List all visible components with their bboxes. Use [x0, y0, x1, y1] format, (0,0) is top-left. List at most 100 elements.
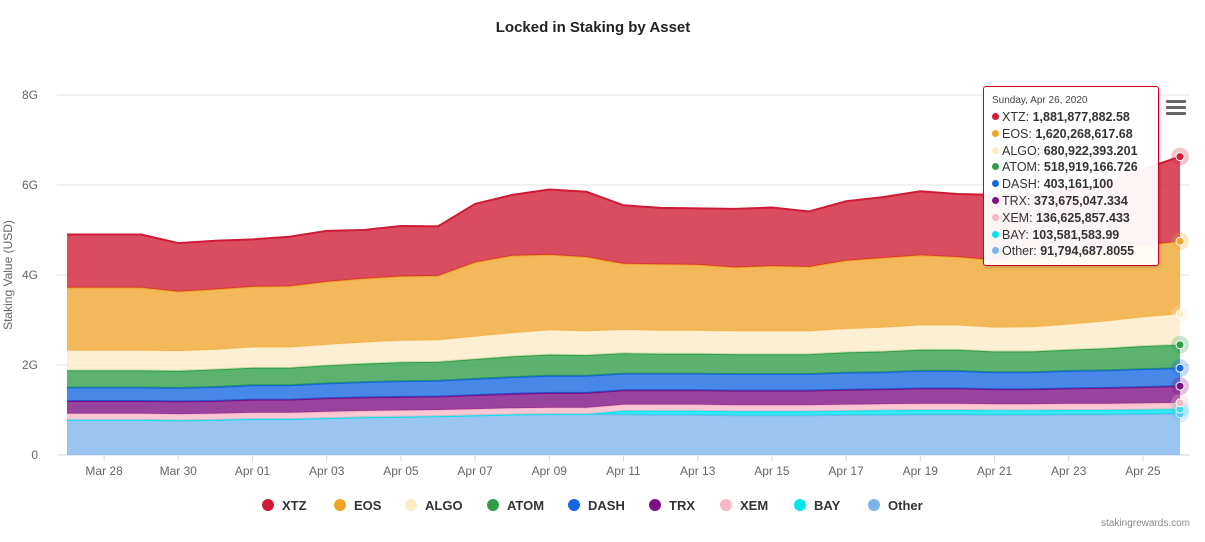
plot-area — [67, 155, 1181, 455]
area-trx — [67, 386, 1180, 415]
marker-algo — [1175, 309, 1185, 319]
x-tick-label: Apr 23 — [1051, 464, 1087, 478]
chart-title: Locked in Staking by Asset — [496, 19, 691, 36]
tooltip-row-xtz: XTZ: 1,881,877,882.58 — [992, 109, 1158, 126]
legend-swatch — [568, 499, 580, 511]
legend-swatch — [405, 499, 417, 511]
legend-swatch — [334, 499, 346, 511]
tooltip-row-xem: XEM: 136,625,857.433 — [992, 210, 1158, 227]
tooltip-series-name: ALGO: — [1002, 143, 1044, 158]
legend-label: XTZ — [282, 498, 307, 513]
legend-item-algo[interactable]: ALGO — [405, 498, 463, 513]
tooltip-series-name: BAY: — [1002, 227, 1033, 242]
area-algo — [67, 314, 1180, 371]
tooltip-dot — [992, 129, 999, 137]
tooltip-value: 103,581,583.99 — [1032, 227, 1120, 242]
legend-label: DASH — [588, 498, 625, 513]
tooltip-series-name: XEM: — [1002, 210, 1037, 225]
tooltip-dot — [992, 247, 999, 255]
x-tick-label: Apr 01 — [235, 464, 271, 478]
y-tick-label: 2G — [22, 358, 38, 372]
tooltip-row-algo: ALGO: 680,922,393.201 — [992, 143, 1158, 160]
area-xtz — [67, 156, 1180, 292]
tooltip-dot — [992, 163, 999, 171]
y-tick-label: 0 — [31, 448, 38, 462]
y-tick-label: 4G — [22, 268, 38, 282]
marker-eos — [1175, 236, 1185, 246]
tooltip-dot — [992, 146, 999, 154]
area-eos — [67, 241, 1180, 352]
area-dash — [67, 368, 1180, 402]
legend-swatch — [262, 499, 274, 511]
legend-item-dash[interactable]: DASH — [568, 498, 625, 513]
area-bay — [67, 409, 1180, 421]
x-tick-label: Apr 11 — [606, 464, 641, 478]
area-xem — [67, 402, 1180, 421]
y-axis: 0 2G 4G 6G 8G — [22, 88, 38, 462]
tooltip-dot — [992, 213, 999, 221]
legend-label: ATOM — [507, 498, 544, 513]
marker-xem — [1175, 398, 1185, 408]
y-axis-label: Staking Value (USD) — [1, 220, 15, 330]
legend-swatch — [720, 499, 732, 511]
legend-item-bay[interactable]: BAY — [794, 498, 841, 513]
marker-atom — [1175, 340, 1185, 350]
tooltip-series-name: XTZ: — [1002, 110, 1033, 124]
tooltip-value: 373,675,047.334 — [1033, 193, 1128, 208]
tooltip-row-bay: BAY: 103,581,583.99 — [992, 227, 1158, 244]
legend-swatch — [868, 499, 880, 511]
y-tick-label: 6G — [22, 178, 38, 192]
x-tick-label: Mar 28 — [85, 464, 123, 478]
tooltip-series-name: DASH: — [1002, 177, 1044, 192]
x-tick-label: Apr 15 — [754, 464, 790, 478]
tooltip-row-other: Other: 91,794,687.8055 — [992, 243, 1158, 260]
legend-swatch — [487, 499, 499, 511]
tooltip-value: 403,161,100 — [1043, 177, 1114, 192]
area-other — [67, 413, 1180, 455]
legend-label: Other — [888, 498, 923, 513]
hamburger-menu-icon[interactable] — [1166, 100, 1186, 116]
x-axis: Mar 28 Mar 30 Apr 01 Apr 03 Apr 05 Apr 07 Apr … — [85, 455, 1161, 478]
legend-item-xem[interactable]: XEM — [720, 498, 768, 513]
x-tick-label: Apr 21 — [977, 464, 1013, 478]
x-tick-label: Apr 19 — [903, 464, 939, 478]
legend[interactable]: XTZ EOS ALGO ATOM DASH TRX XEM BAY Other — [262, 498, 923, 513]
legend-item-atom[interactable]: ATOM — [487, 498, 544, 513]
tooltip-dot — [992, 180, 999, 188]
marker-trx — [1175, 381, 1185, 391]
legend-swatch — [649, 499, 661, 511]
legend-label: ALGO — [425, 498, 463, 513]
legend-label: XEM — [740, 498, 768, 513]
marker-dash — [1175, 363, 1185, 373]
tooltip-dot — [992, 196, 999, 204]
legend-item-eos[interactable]: EOS — [334, 498, 382, 513]
tooltip-value: 91,794,687.8055 — [1040, 244, 1135, 259]
x-tick-label: Apr 17 — [828, 464, 864, 478]
tooltip-row-eos: EOS: 1,620,268,617.68 — [992, 126, 1158, 143]
tooltip-row-trx: TRX: 373,675,047.334 — [992, 193, 1158, 210]
legend-label: BAY — [814, 498, 841, 513]
legend-swatch — [794, 499, 806, 511]
tooltip-value: 1,620,268,617.68 — [1035, 126, 1133, 141]
tooltip-dot — [992, 113, 999, 120]
x-tick-label: Apr 25 — [1125, 464, 1161, 478]
credits-link[interactable]: stakingrewards.com — [1101, 518, 1190, 529]
x-tick-label: Apr 07 — [457, 464, 493, 478]
y-tick-label: 8G — [22, 88, 38, 102]
legend-item-other[interactable]: Other — [868, 498, 923, 513]
tooltip-value: 680,922,393.201 — [1043, 143, 1138, 158]
legend-item-trx[interactable]: TRX — [649, 498, 695, 513]
tooltip-series-name: ATOM: — [1002, 160, 1044, 175]
tooltip-value: 1,881,877,882.58 — [1032, 110, 1130, 124]
tooltip-value: 136,625,857.433 — [1036, 210, 1130, 225]
legend-item-xtz[interactable]: XTZ — [262, 498, 307, 513]
hover-markers — [1171, 147, 1189, 423]
tooltip: Sunday, Apr 26, 2020 XTZ: 1,881,877,882.… — [983, 86, 1159, 266]
legend-label: TRX — [669, 498, 695, 513]
x-tick-label: Mar 30 — [160, 464, 198, 478]
marker-xtz — [1175, 152, 1185, 162]
x-tick-label: Apr 05 — [383, 464, 419, 478]
x-tick-label: Apr 09 — [532, 464, 568, 478]
area-atom — [67, 344, 1180, 388]
